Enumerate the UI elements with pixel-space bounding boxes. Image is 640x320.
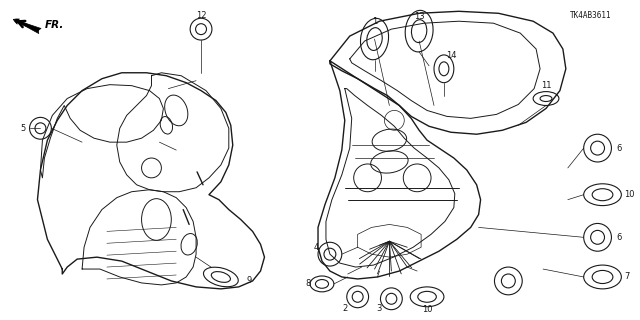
Text: 5: 5 [20, 124, 25, 133]
Text: 10: 10 [422, 305, 432, 314]
Text: 6: 6 [617, 144, 622, 153]
Text: 11: 11 [541, 81, 551, 90]
Text: 14: 14 [445, 52, 456, 60]
Text: TK4AB3611: TK4AB3611 [570, 11, 612, 20]
Text: 8: 8 [305, 279, 311, 288]
Text: 6: 6 [617, 233, 622, 242]
Text: 9: 9 [246, 276, 252, 285]
Text: 7: 7 [625, 272, 630, 282]
Text: 10: 10 [624, 190, 634, 199]
Text: 4: 4 [314, 243, 319, 252]
Text: 13: 13 [414, 12, 424, 21]
Text: 2: 2 [342, 304, 348, 313]
Text: 1: 1 [372, 17, 377, 26]
Text: 12: 12 [196, 11, 206, 20]
Text: FR.: FR. [44, 20, 64, 30]
Text: 3: 3 [377, 304, 382, 313]
